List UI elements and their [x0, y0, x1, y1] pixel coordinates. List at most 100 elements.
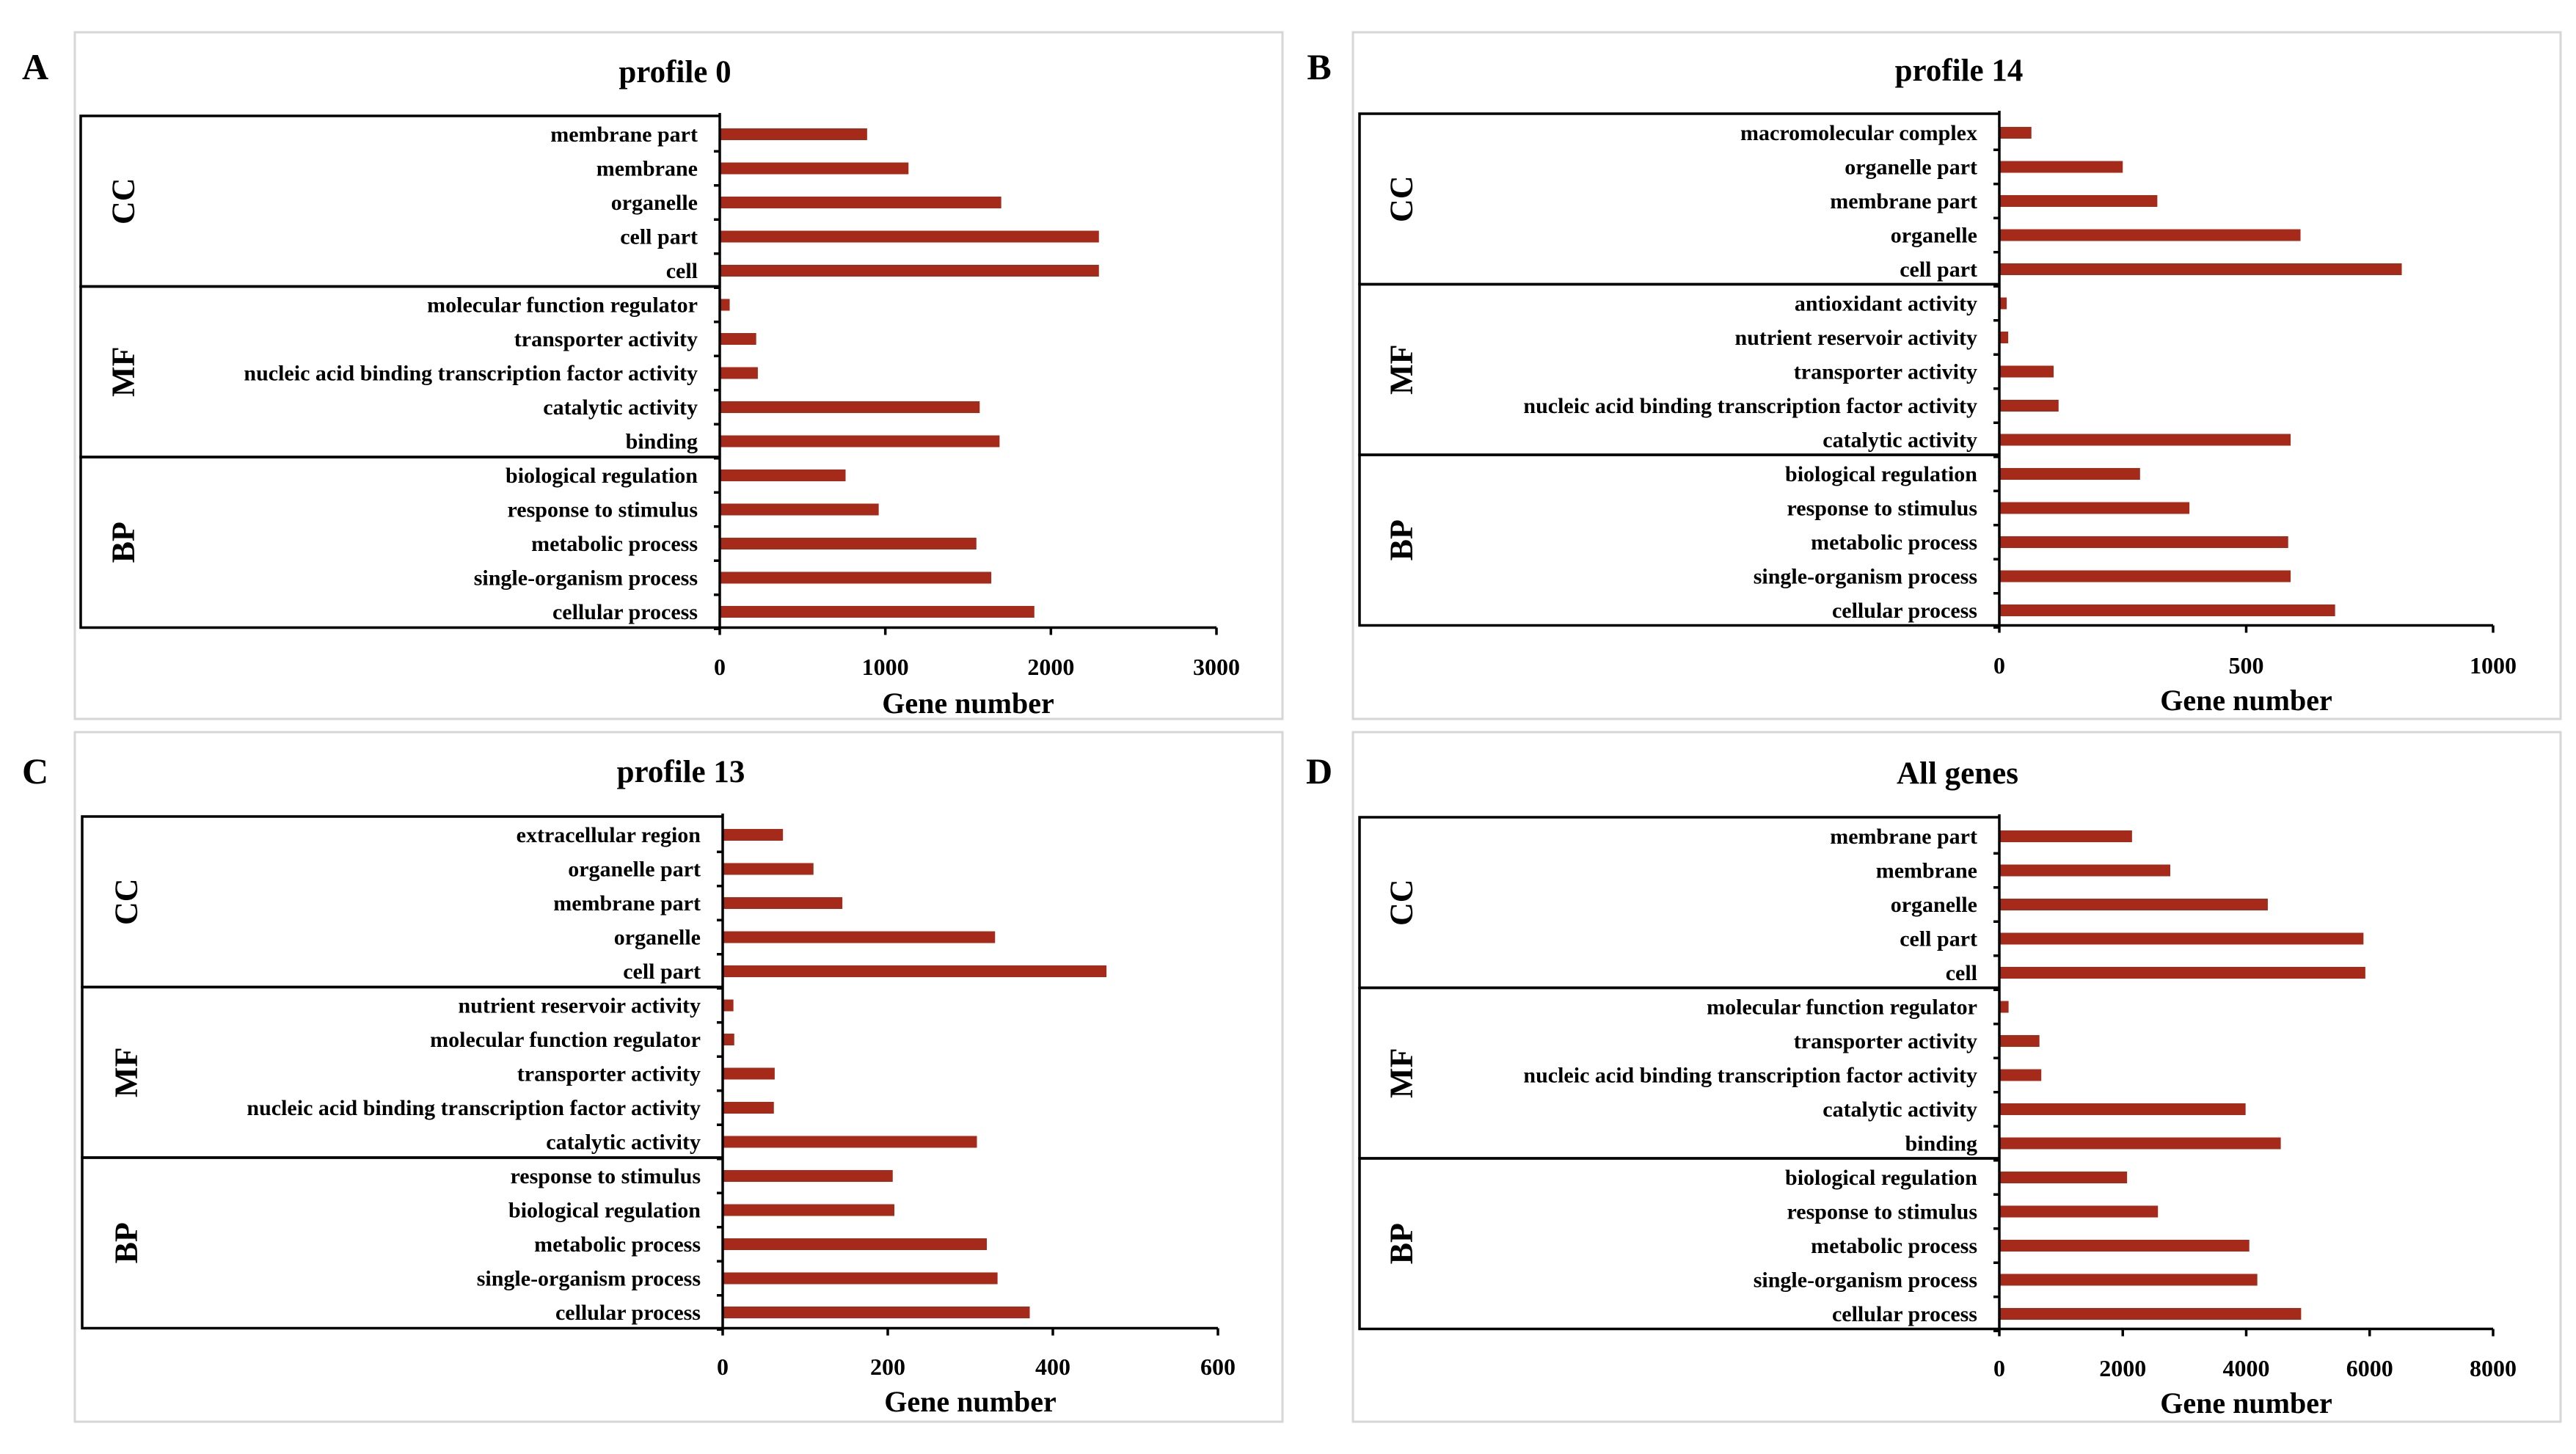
bar [720, 299, 730, 311]
bar [720, 162, 909, 175]
bar [720, 435, 1000, 447]
category-label: biological regulation [1785, 462, 1977, 486]
bar [1999, 468, 2140, 480]
bar [723, 1170, 893, 1182]
chart-title: profile 14 [1895, 54, 2024, 88]
bar [723, 931, 996, 943]
bar [1999, 195, 2158, 207]
bar [723, 863, 814, 875]
group-label-CC: CC [1384, 879, 1420, 926]
panel-frame [1351, 31, 2562, 720]
x-tick-label: 2000 [1027, 654, 1074, 680]
bar [1999, 1274, 2258, 1286]
category-label: macromolecular complex [1740, 121, 1977, 145]
chart-title: profile 13 [617, 755, 745, 789]
x-axis-title: Gene number [882, 687, 1054, 720]
bar [720, 367, 758, 379]
category-label: organelle [614, 926, 701, 950]
bar [1999, 297, 2007, 310]
bar [1999, 502, 2190, 514]
bar [1999, 1308, 2302, 1320]
category-label: transporter activity [1794, 360, 1977, 384]
bar [720, 606, 1035, 618]
category-label: nutrient reservoir activity [459, 994, 701, 1018]
category-label: transporter activity [1794, 1029, 1977, 1053]
category-label: cellular process [1832, 599, 1977, 623]
bar [1999, 1035, 2040, 1047]
category-label: nucleic acid binding transcription facto… [1523, 394, 1977, 418]
bar [720, 333, 756, 345]
category-label: cell [1946, 961, 1977, 985]
group-label-CC: CC [109, 878, 145, 925]
group-label-BP: BP [1384, 1223, 1420, 1264]
x-tick-label: 6000 [2346, 1355, 2393, 1381]
bar [723, 1238, 987, 1250]
category-label: nutrient reservoir activity [1735, 326, 1977, 350]
category-label: organelle [1891, 224, 1977, 248]
x-tick-label: 2000 [2099, 1355, 2146, 1381]
panel-label: D [1306, 750, 1332, 792]
bar [1999, 332, 2009, 343]
group-label-MF: MF [1384, 345, 1420, 395]
bar [723, 1136, 977, 1148]
bar [723, 1102, 774, 1114]
category-label: nucleic acid binding transcription facto… [1523, 1064, 1977, 1088]
bar [723, 897, 843, 909]
group-box-BP [79, 456, 720, 629]
category-label: transporter activity [517, 1062, 701, 1086]
bar [1999, 536, 2288, 548]
chart-panel-D: D All genes CC membrane part membrane organel… [1306, 731, 2562, 1423]
category-label: single-organism process [1754, 1268, 1977, 1293]
category-label: organelle [611, 191, 698, 215]
bar [1999, 1172, 2128, 1183]
category-label: single-organism process [474, 566, 698, 591]
category-label: response to stimulus [1787, 497, 1977, 521]
bar [1999, 864, 2171, 877]
x-tick-label: 1000 [862, 654, 909, 680]
category-label: metabolic process [1811, 530, 1977, 555]
x-axis-title: Gene number [2160, 1387, 2332, 1420]
category-label: catalytic activity [546, 1130, 701, 1155]
category-label: metabolic process [534, 1232, 701, 1257]
bar [1999, 400, 2059, 412]
bar [723, 1307, 1030, 1318]
category-label: binding [1905, 1132, 1977, 1156]
group-label-MF: MF [109, 1048, 145, 1097]
bar [723, 1204, 894, 1216]
category-label: membrane part [550, 123, 698, 147]
group-label-CC: CC [106, 178, 142, 224]
category-label: catalytic activity [1822, 1097, 1977, 1122]
category-label: response to stimulus [508, 498, 698, 522]
panel-label: B [1307, 46, 1331, 87]
bar [1999, 570, 2291, 582]
group-label-BP: BP [109, 1222, 145, 1263]
bar [1999, 434, 2291, 446]
bar [720, 230, 1099, 243]
category-label: binding [626, 430, 698, 454]
x-tick-label: 8000 [2470, 1355, 2517, 1381]
category-label: membrane [1876, 859, 1977, 883]
panel-frame [73, 731, 1284, 1423]
category-label: biological regulation [508, 1199, 701, 1223]
category-label: molecular function regulator [430, 1028, 701, 1052]
x-axis-title: Gene number [884, 1385, 1056, 1418]
x-tick-label: 0 [717, 1353, 729, 1380]
category-label: single-organism process [477, 1267, 701, 1291]
bar [1999, 127, 2032, 139]
bar [1999, 1103, 2246, 1115]
bar [720, 128, 867, 140]
category-label: nucleic acid binding transcription facto… [244, 362, 698, 386]
category-label: metabolic process [1811, 1234, 1977, 1258]
group-box-BP [1358, 453, 1999, 627]
x-tick-label: 0 [1993, 1355, 2005, 1381]
category-label: organelle part [1845, 156, 1977, 180]
group-box-BP [1358, 1157, 1999, 1331]
bar [1999, 1069, 2042, 1081]
x-tick-label: 400 [1035, 1353, 1070, 1380]
bar [1999, 604, 2335, 616]
category-label: extracellular region [517, 823, 701, 847]
x-tick-label: 3000 [1193, 654, 1240, 680]
category-label: biological regulation [1785, 1166, 1977, 1190]
category-label: membrane part [1830, 189, 1977, 213]
